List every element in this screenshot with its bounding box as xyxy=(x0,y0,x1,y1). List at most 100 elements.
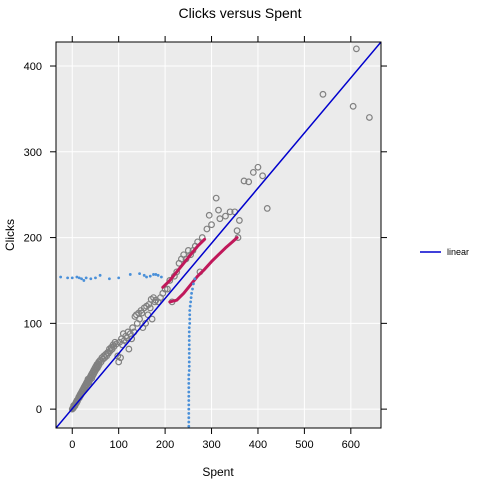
sample-dot xyxy=(187,356,191,360)
axis-ticks: 0 100 200 300 400 500 600 0 100 200 300 400 xyxy=(24,36,387,451)
sample-dot xyxy=(187,347,191,351)
sample-dot xyxy=(187,373,191,377)
data-point xyxy=(148,315,156,323)
sample-dot xyxy=(187,339,191,342)
sample-dot xyxy=(187,386,191,390)
y-tick-label: 0 xyxy=(36,404,42,416)
data-point xyxy=(254,163,262,171)
series-group xyxy=(56,42,381,428)
sample-dot xyxy=(59,275,63,279)
sample-dot xyxy=(187,369,191,372)
plot-frame xyxy=(55,41,382,429)
sample-dot xyxy=(188,321,192,325)
sample-dot xyxy=(80,277,83,281)
sample-dot xyxy=(187,326,191,330)
data-point xyxy=(205,211,213,219)
sample-dot xyxy=(189,296,193,300)
data-point xyxy=(146,304,154,312)
data-point xyxy=(128,335,136,343)
sample-dot xyxy=(188,304,192,308)
y-tick-label: 400 xyxy=(24,61,42,73)
legend-label-linear: linear xyxy=(447,247,469,257)
data-point xyxy=(226,208,234,216)
x-tick-label: 300 xyxy=(202,439,220,451)
chart-title: Clicks versus Spent xyxy=(179,5,302,21)
sample-dot xyxy=(187,334,191,338)
x-axis-label: Spent xyxy=(202,465,234,479)
y-axis-label: Clicks xyxy=(3,219,17,251)
smooth-curve xyxy=(161,237,207,289)
sample-dot xyxy=(117,276,121,280)
sample-dot xyxy=(187,377,191,381)
sample-dot xyxy=(94,276,97,280)
data-point xyxy=(125,345,133,353)
sample-dot xyxy=(188,313,192,317)
data-point xyxy=(164,285,171,293)
data-point xyxy=(233,227,241,235)
sample-dot xyxy=(187,364,191,368)
sample-dot xyxy=(187,403,191,407)
fit-line-linear xyxy=(56,42,381,428)
sample-dot xyxy=(89,277,93,281)
sample-dot xyxy=(187,351,191,355)
data-point xyxy=(101,354,109,362)
data-point xyxy=(166,277,174,284)
data-point xyxy=(249,168,257,176)
sample-dot xyxy=(142,273,146,277)
y-tick-label: 200 xyxy=(24,233,42,245)
sample-dot xyxy=(66,276,70,280)
sample-dot xyxy=(107,277,111,281)
data-point xyxy=(208,221,215,229)
data-point xyxy=(352,45,360,53)
sample-dot xyxy=(187,343,191,347)
sample-dot xyxy=(187,330,191,334)
data-point xyxy=(259,172,267,180)
sample-dot xyxy=(187,390,191,394)
sample-dot xyxy=(128,273,132,276)
sample-dot xyxy=(187,407,191,411)
sample-dot xyxy=(190,291,193,295)
data-point xyxy=(117,354,124,362)
data-point xyxy=(129,324,137,332)
sample-dot xyxy=(156,273,160,277)
sample-dot xyxy=(138,272,141,275)
data-point xyxy=(222,212,229,220)
y-tick-label: 300 xyxy=(24,147,42,159)
data-point xyxy=(235,217,243,224)
sample-dot xyxy=(152,273,155,276)
data-point xyxy=(99,355,107,363)
sample-dot xyxy=(187,420,191,424)
sample-dot xyxy=(187,399,191,402)
smooth-curve xyxy=(168,236,239,304)
x-tick-label: 0 xyxy=(69,439,75,451)
data-point xyxy=(203,225,211,233)
sample-dot xyxy=(193,277,197,281)
data-point xyxy=(319,90,327,98)
sample-dot xyxy=(84,276,88,280)
sample-dot xyxy=(187,424,191,428)
sample-dot xyxy=(187,394,191,398)
sample-dot xyxy=(187,416,191,420)
data-point xyxy=(240,177,248,185)
sample-dot xyxy=(159,275,163,279)
y-tick-label: 100 xyxy=(24,318,42,330)
data-point xyxy=(245,178,253,186)
data-point xyxy=(263,205,271,212)
sample-dot xyxy=(188,309,192,312)
data-point xyxy=(216,215,224,223)
x-tick-label: 400 xyxy=(249,439,267,451)
sample-dot xyxy=(188,317,192,321)
legend: linear xyxy=(420,247,469,257)
data-point xyxy=(349,102,357,110)
sample-dot xyxy=(187,412,191,415)
sample-dot xyxy=(70,276,74,280)
sample-dot xyxy=(75,275,79,279)
data-point xyxy=(212,194,220,202)
sample-dot xyxy=(191,287,194,291)
sample-dot xyxy=(148,274,152,278)
sample-dot xyxy=(154,273,158,276)
sample-dot xyxy=(187,381,191,385)
x-tick-label: 600 xyxy=(342,439,360,451)
